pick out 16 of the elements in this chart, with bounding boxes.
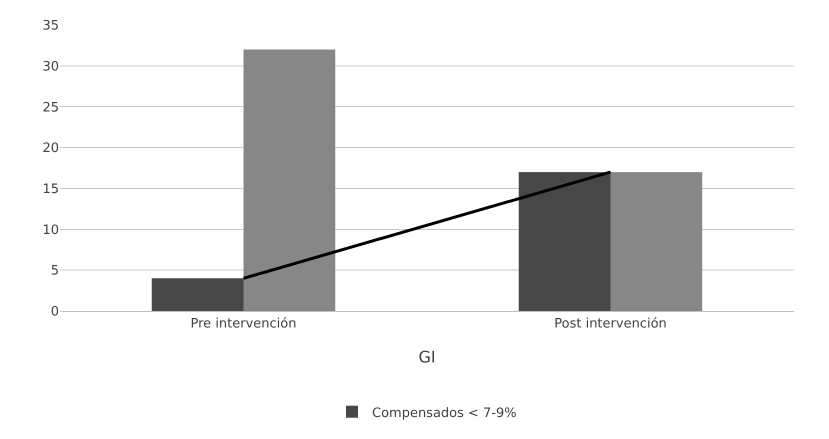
y-tick-label: 15 [42, 182, 59, 197]
y-tick-label: 0 [50, 304, 59, 320]
y-tick-label: 30 [42, 59, 59, 74]
x-tick-label: Post intervención [554, 316, 667, 332]
bar [610, 172, 702, 311]
bar [244, 50, 336, 311]
y-tick-label: 10 [42, 222, 59, 238]
y-tick-label: 35 [42, 18, 59, 34]
y-tick-label: 20 [42, 141, 59, 156]
y-tick-label: 5 [50, 264, 59, 279]
legend-label: Compensados < 7-9% [372, 406, 517, 421]
y-tick-label: 25 [42, 100, 59, 116]
bar [518, 172, 610, 311]
x-axis-title: GI [418, 347, 436, 366]
bar [152, 278, 244, 311]
x-tick-label: Pre intervención [190, 316, 296, 332]
